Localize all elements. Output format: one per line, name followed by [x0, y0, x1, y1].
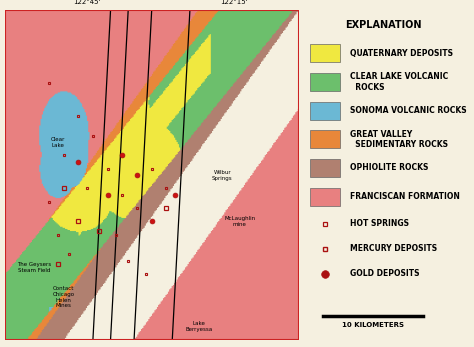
Text: FRANCISCAN FORMATION: FRANCISCAN FORMATION	[350, 192, 460, 201]
Text: GOLD DEPOSITS: GOLD DEPOSITS	[350, 269, 419, 278]
Text: 10 KILOMETERS: 10 KILOMETERS	[342, 322, 404, 328]
Text: 122°15': 122°15'	[220, 0, 248, 6]
Text: MERCURY DEPOSITS: MERCURY DEPOSITS	[350, 244, 437, 253]
Bar	[310, 159, 340, 177]
Text: Wilbur
Springs: Wilbur Springs	[212, 170, 233, 181]
Bar	[310, 102, 340, 120]
Bar	[310, 188, 340, 206]
Text: GREAT VALLEY
  SEDIMENTARY ROCKS: GREAT VALLEY SEDIMENTARY ROCKS	[350, 129, 448, 149]
Text: HOT SPRINGS: HOT SPRINGS	[350, 219, 409, 228]
Bar	[310, 130, 340, 149]
Text: OPHIOLITE ROCKS: OPHIOLITE ROCKS	[350, 163, 428, 172]
Text: The Geysers
Steam Field: The Geysers Steam Field	[17, 262, 51, 273]
Text: SONOMA VOLCANIC ROCKS: SONOMA VOLCANIC ROCKS	[350, 106, 466, 115]
Text: Contact
Chicago
Helen
Mines: Contact Chicago Helen Mines	[53, 286, 74, 308]
Bar	[310, 44, 340, 62]
Text: Clear
Lake: Clear Lake	[50, 137, 65, 148]
Text: McLaughlin
mine: McLaughlin mine	[224, 216, 255, 227]
Text: 122°45': 122°45'	[73, 0, 100, 6]
Text: Lake
Berryessa: Lake Berryessa	[185, 321, 212, 332]
Bar	[310, 73, 340, 91]
Text: EXPLANATION: EXPLANATION	[345, 20, 421, 30]
Text: CLEAR LAKE VOLCANIC
  ROCKS: CLEAR LAKE VOLCANIC ROCKS	[350, 72, 448, 92]
Text: QUATERNARY DEPOSITS: QUATERNARY DEPOSITS	[350, 49, 453, 58]
